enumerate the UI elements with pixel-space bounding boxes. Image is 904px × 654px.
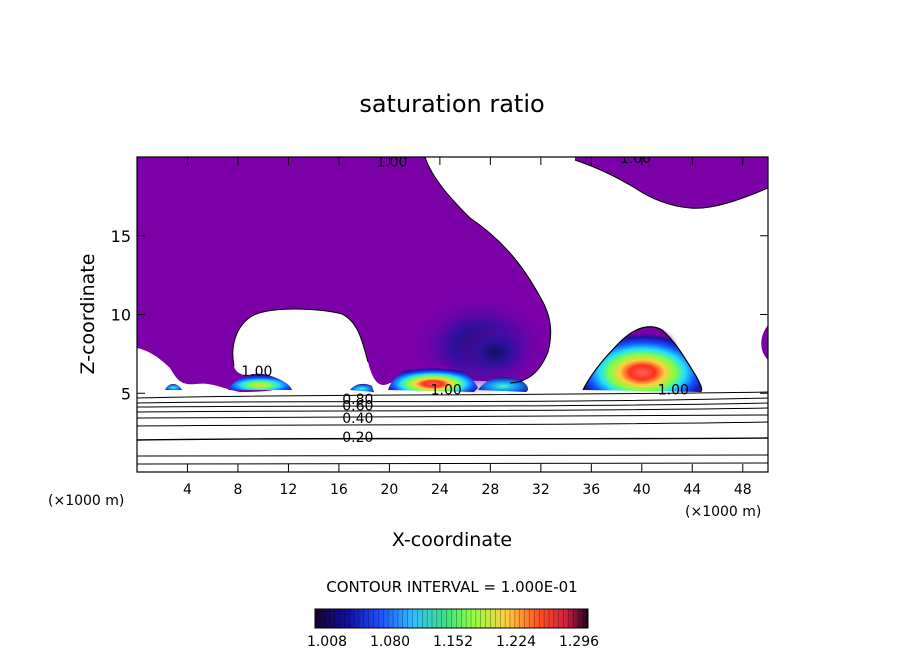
cloud-core-18: [350, 383, 374, 392]
contour-subsaturated-lines: [137, 391, 768, 465]
contour-label: 1.00: [376, 154, 407, 170]
cloud-core-4: [165, 384, 182, 390]
contour-1-00-top: [137, 157, 552, 384]
contour-label: 0.80: [342, 392, 373, 408]
saturation-fill-tongue: [137, 157, 182, 305]
colorbar-tick-label: 1.080: [370, 634, 410, 650]
y-ticks: 5 10 15: [111, 227, 768, 403]
contour-label: 0.60: [342, 398, 373, 414]
colorbar-stripes: [319, 609, 584, 628]
x-tick-label: 20: [380, 482, 398, 498]
x-tick-label: 4: [183, 482, 192, 498]
y-tick-label: 10: [111, 306, 131, 325]
contour-label: 1.00: [241, 364, 272, 380]
colorbar-ticks: 1.008 1.080 1.152 1.224 1.296: [307, 634, 599, 650]
colorbar-tick-label: 1.224: [496, 634, 536, 650]
contour-label: 0.20: [342, 430, 373, 446]
plot-area: 1.00 1.00 1.00 1.00 1.00 0.800.600.40 0.20: [137, 151, 768, 465]
x-axis-unit-left: (×1000 m): [48, 493, 124, 509]
x-tick-label: 16: [330, 482, 348, 498]
contour-1-00-hole: [232, 308, 369, 367]
x-tick-label: 40: [633, 482, 651, 498]
x-tick-label: 48: [734, 482, 752, 498]
x-tick-label: 32: [532, 482, 550, 498]
cloud-core-24: [388, 364, 478, 392]
x-tick-label: 44: [683, 482, 701, 498]
contour-label: 0.40: [342, 411, 373, 427]
colorbar-tick-label: 1.152: [433, 634, 473, 650]
contour-label: 1.00: [658, 383, 689, 399]
contour-interval-label: CONTOUR INTERVAL = 1.000E-01: [326, 578, 577, 596]
x-tick-label: 24: [431, 482, 449, 498]
cloud-core-10: [228, 373, 292, 390]
chart-title: saturation ratio: [359, 90, 544, 118]
x-axis-unit-right: (×1000 m): [685, 504, 761, 520]
y-tick-label: 5: [121, 384, 131, 403]
colorbar-tick-label: 1.296: [559, 634, 599, 650]
contour-label: 1.00: [431, 383, 462, 399]
contour-labels: 1.00 1.00 1.00 1.00 1.00 0.800.600.40 0.20: [241, 151, 689, 446]
x-axis-label: X-coordinate: [392, 529, 512, 551]
x-tick-label: 36: [582, 482, 600, 498]
x-tick-label: 12: [280, 482, 298, 498]
cloud-core-28: [478, 377, 528, 392]
dark-core-inner: [455, 324, 535, 380]
saturation-fill-top-right: [575, 157, 768, 209]
y-axis-label: Z-coordinate: [77, 254, 99, 375]
contour-label: 1.00: [620, 151, 651, 167]
saturation-fill-right-edge: [761, 325, 768, 360]
contour-1-00-cloud-40: [582, 326, 703, 393]
cloud-core-40: [583, 326, 702, 392]
contour-1-00-right: [574, 159, 768, 209]
x-tick-label: 8: [233, 482, 242, 498]
y-tick-label: 15: [111, 227, 131, 246]
x-tick-label: 28: [481, 482, 499, 498]
colorbar-tick-label: 1.008: [307, 634, 347, 650]
x-ticks: 4 8 12 16 20 24 28 32 36 40 44 48: [183, 157, 752, 498]
